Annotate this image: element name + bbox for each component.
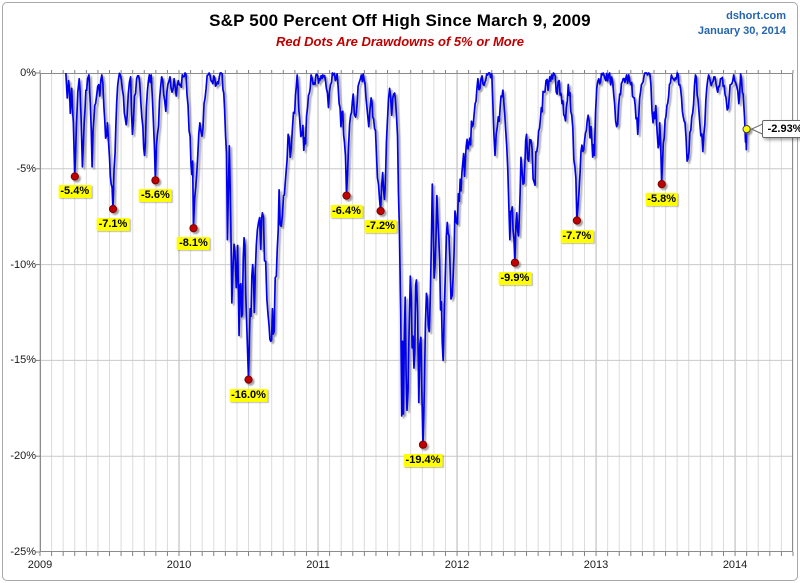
chart-title: S&P 500 Percent Off High Since March 9, …	[209, 11, 591, 30]
latest-callout: -2.93%	[761, 120, 800, 139]
x-axis-tick-label: 2014	[722, 559, 748, 571]
drawdown-dot	[418, 440, 428, 449]
x-axis-tick-label: 2013	[583, 559, 609, 571]
plot-area	[36, 70, 794, 556]
drawdown-dot	[189, 224, 198, 233]
drawdown-label: -19.4%	[403, 453, 443, 467]
drawdown-dot	[572, 216, 582, 225]
drawdown-line	[65, 72, 748, 446]
x-axis-tick-label: 2011	[306, 559, 330, 571]
y-axis-tick-label: -15%	[10, 354, 36, 367]
callout-pointer-icon	[750, 123, 764, 135]
drawdown-label: -5.8%	[645, 193, 679, 207]
y-axis-tick-label: -20%	[10, 450, 36, 463]
source-site: dshort.com	[726, 10, 786, 22]
drawdown-label: -16.0%	[229, 388, 268, 402]
latest-callout-value: -2.93%	[767, 123, 800, 136]
drawdown-dot	[244, 375, 253, 384]
chart-subtitle: Red Dots Are Drawdowns of 5% or More	[276, 34, 524, 49]
drawdown-dot	[510, 258, 519, 267]
source-block: dshort.com January 30, 2014	[698, 9, 786, 39]
x-axis-tick-label: 2010	[166, 559, 192, 571]
drawdown-label: -5.4%	[58, 185, 92, 199]
drawdown-dot	[376, 206, 385, 216]
drawdown-label: -7.7%	[560, 229, 594, 243]
x-axis-tick-label: 2012	[444, 559, 470, 571]
y-axis-tick-label: -25%	[10, 546, 36, 558]
latest-dot	[742, 125, 751, 134]
drawdown-label: -7.1%	[96, 218, 130, 232]
y-axis-tick-label: -10%	[10, 258, 36, 271]
y-axis-tick-label: 0%	[20, 67, 36, 79]
y-axis-tick-label: -5%	[16, 162, 36, 175]
drawdown-label: -9.9%	[498, 271, 532, 285]
drawdown-dot	[657, 180, 666, 189]
drawdown-label: -7.2%	[364, 219, 397, 233]
drawdown-label: -6.4%	[330, 204, 363, 218]
drawdown-dot	[108, 204, 118, 214]
source-date: January 30, 2014	[697, 25, 786, 37]
plot-border	[40, 73, 793, 552]
x-axis-tick-label: 2009	[27, 559, 53, 571]
drawdown-dot	[70, 172, 79, 181]
drawdown-label: -5.6%	[139, 189, 172, 203]
drawdown-dot	[151, 176, 160, 185]
drawdown-dot	[342, 191, 351, 200]
drawdown-label: -8.1%	[177, 237, 210, 251]
